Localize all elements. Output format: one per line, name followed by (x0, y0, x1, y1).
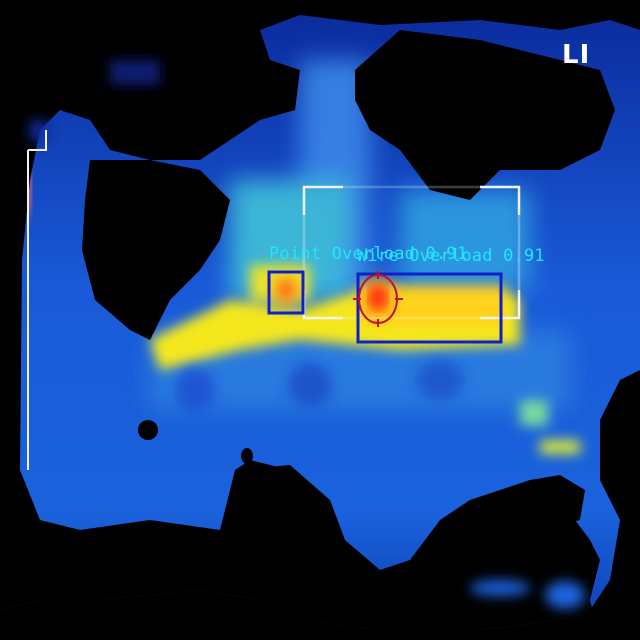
roi-box (302, 185, 521, 320)
point-overload-box (267, 270, 305, 315)
wire-overload-box (356, 272, 503, 344)
point-overload-label: Point Overload 0.91 (269, 246, 467, 263)
wire-overload-score: 0.91 (503, 246, 545, 266)
wire-overload-label: Wire Overload 0.91 (357, 248, 545, 265)
point-overload-score: 0.91 (425, 244, 468, 264)
crosshair-marker (353, 271, 403, 327)
corner-watermark-text: LI (562, 40, 591, 70)
wire-overload-name: Wire Overload (357, 246, 493, 266)
point-overload-name: Point Overload (269, 244, 416, 264)
